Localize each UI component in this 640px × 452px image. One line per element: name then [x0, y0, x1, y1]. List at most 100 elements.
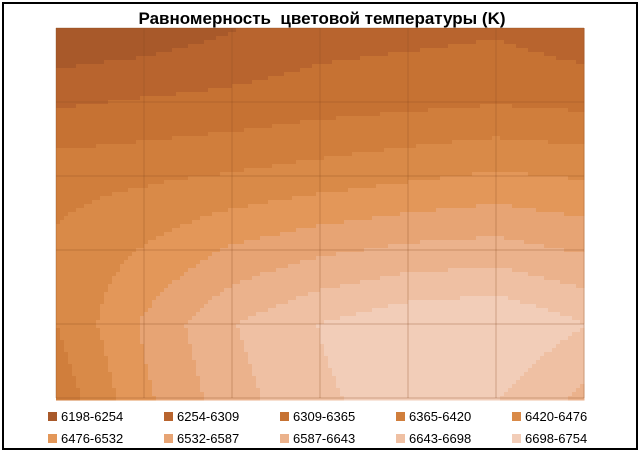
contour-cell — [464, 36, 469, 41]
contour-cell — [568, 68, 573, 73]
contour-cell — [392, 84, 397, 89]
contour-cell — [220, 36, 225, 41]
contour-cell — [212, 68, 217, 73]
contour-cell — [484, 44, 489, 49]
contour-cell — [576, 152, 581, 157]
contour-cell — [128, 176, 133, 181]
contour-cell — [304, 44, 309, 49]
contour-cell — [64, 132, 69, 137]
contour-cell — [144, 84, 149, 89]
contour-cell — [408, 32, 413, 37]
contour-cell — [232, 156, 237, 161]
contour-cell — [556, 44, 561, 49]
contour-cell — [176, 32, 181, 37]
contour-cell — [168, 80, 173, 85]
contour-cell — [552, 72, 557, 77]
contour-cell — [192, 176, 197, 181]
contour-cell — [164, 80, 169, 85]
contour-cell — [256, 80, 261, 85]
contour-cell — [232, 172, 237, 177]
contour-cell — [192, 36, 197, 41]
contour-cell — [364, 172, 369, 177]
contour-cell — [384, 44, 389, 49]
contour-cell — [364, 132, 369, 137]
contour-cell — [172, 140, 177, 145]
contour-cell — [248, 60, 253, 65]
contour-cell — [412, 144, 417, 149]
contour-cell — [392, 176, 397, 181]
contour-cell — [264, 28, 269, 33]
contour-cell — [440, 36, 445, 41]
contour-cell — [488, 112, 493, 117]
contour-cell — [124, 76, 129, 81]
contour-cell — [188, 148, 193, 153]
contour-cell — [192, 152, 197, 157]
contour-cell — [124, 32, 129, 37]
contour-cell — [444, 96, 449, 101]
contour-cell — [400, 116, 405, 121]
contour-cell — [344, 60, 349, 65]
contour-cell — [68, 128, 73, 133]
contour-cell — [312, 104, 317, 109]
contour-cell — [216, 96, 221, 101]
contour-cell — [172, 116, 177, 121]
contour-cell — [516, 168, 521, 173]
contour-cell — [212, 172, 217, 177]
contour-cell — [536, 76, 541, 81]
contour-cell — [376, 108, 381, 113]
contour-cell — [104, 116, 109, 121]
contour-cell — [148, 76, 153, 81]
contour-cell — [492, 168, 497, 173]
contour-cell — [364, 152, 369, 157]
contour-cell — [196, 40, 201, 45]
contour-cell — [348, 152, 353, 157]
contour-cell — [552, 124, 557, 129]
contour-cell — [308, 72, 313, 77]
contour-cell — [260, 172, 265, 177]
contour-cell — [484, 148, 489, 153]
contour-cell — [252, 152, 257, 157]
contour-cell — [80, 80, 85, 85]
contour-cell — [396, 52, 401, 57]
contour-cell — [532, 40, 537, 45]
contour-cell — [396, 68, 401, 73]
contour-cell — [388, 56, 393, 61]
contour-cell — [124, 156, 129, 161]
contour-cell — [536, 116, 541, 121]
contour-cell — [440, 108, 445, 113]
contour-cell — [456, 44, 461, 49]
contour-cell — [60, 140, 65, 145]
contour-cell — [76, 64, 81, 69]
contour-cell — [284, 76, 289, 81]
contour-cell — [288, 108, 293, 113]
contour-cell — [304, 132, 309, 137]
contour-cell — [404, 52, 409, 57]
contour-cell — [144, 124, 149, 129]
contour-cell — [252, 76, 257, 81]
contour-cell — [388, 116, 393, 121]
contour-cell — [436, 164, 441, 169]
contour-cell — [580, 148, 585, 153]
contour-cell — [192, 120, 197, 125]
contour-cell — [360, 124, 365, 129]
contour-cell — [216, 144, 221, 149]
contour-cell — [192, 56, 197, 61]
contour-cell — [540, 76, 545, 81]
contour-cell — [152, 60, 157, 65]
contour-cell — [56, 44, 61, 49]
contour-cell — [180, 152, 185, 157]
contour-cell — [272, 156, 277, 161]
contour-cell — [580, 124, 585, 129]
contour-cell — [108, 56, 113, 61]
contour-cell — [196, 144, 201, 149]
contour-cell — [484, 84, 489, 89]
contour-cell — [272, 64, 277, 69]
contour-cell — [88, 100, 93, 105]
contour-cell — [408, 56, 413, 61]
contour-cell — [496, 140, 501, 145]
contour-cell — [128, 164, 133, 169]
contour-cell — [428, 28, 433, 33]
contour-cell — [396, 72, 401, 77]
contour-cell — [188, 56, 193, 61]
contour-cell — [356, 168, 361, 173]
